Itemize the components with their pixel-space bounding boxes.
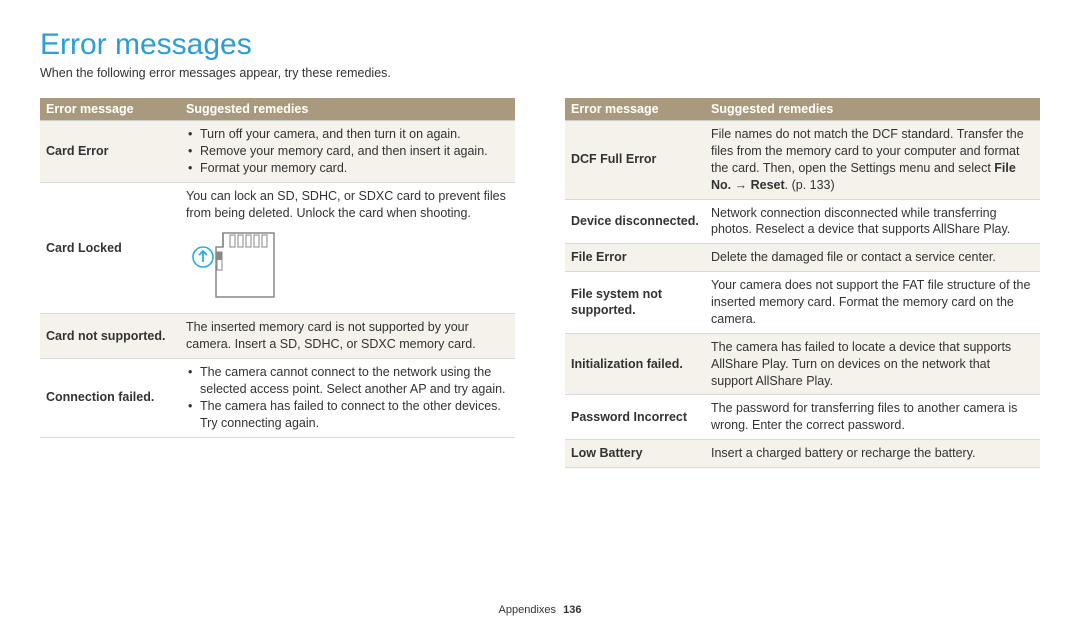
right-table: Error message Suggested remedies DCF Ful… <box>565 98 1040 468</box>
row-content: Insert a charged battery or recharge the… <box>705 440 1040 468</box>
row-label: Connection failed. <box>40 359 180 438</box>
table-row: Card Locked You can lock an SD, SDHC, or… <box>40 182 515 314</box>
row-label: File Error <box>565 244 705 272</box>
row-label: Card Locked <box>40 182 180 314</box>
bullet-item: Turn off your camera, and then turn it o… <box>186 126 509 143</box>
table-row: Card not supported. The inserted memory … <box>40 314 515 359</box>
left-column: Error message Suggested remedies Card Er… <box>40 98 515 468</box>
th-error-message: Error message <box>40 98 180 121</box>
table-row: File Error Delete the damaged file or co… <box>565 244 1040 272</box>
row-label: Initialization failed. <box>565 333 705 395</box>
row-content: You can lock an SD, SDHC, or SDXC card t… <box>180 182 515 314</box>
rich-arrow: → <box>731 178 750 192</box>
row-label: Password Incorrect <box>565 395 705 440</box>
row-content: Your camera does not support the FAT fil… <box>705 272 1040 334</box>
footer-page-number: 136 <box>563 604 581 616</box>
th-suggested-remedies: Suggested remedies <box>705 98 1040 121</box>
content-columns: Error message Suggested remedies Card Er… <box>40 98 1040 468</box>
row-content: Network connection disconnected while tr… <box>705 199 1040 244</box>
table-row: Card Error Turn off your camera, and the… <box>40 121 515 183</box>
table-row: Password Incorrect The password for tran… <box>565 395 1040 440</box>
bullet-item: The camera has failed to connect to the … <box>186 398 509 432</box>
row-label: Card Error <box>40 121 180 183</box>
bullet-item: The camera cannot connect to the network… <box>186 364 509 398</box>
row-label: Device disconnected. <box>565 199 705 244</box>
sd-card-icon <box>188 227 509 308</box>
rich-pre: File names do not match the DCF standard… <box>711 127 1024 175</box>
page-title: Error messages <box>40 28 1040 62</box>
row-label: DCF Full Error <box>565 121 705 200</box>
row-content: The camera cannot connect to the network… <box>180 359 515 438</box>
bullet-item: Format your memory card. <box>186 160 509 177</box>
table-row: Low Battery Insert a charged battery or … <box>565 440 1040 468</box>
row-label: Card not supported. <box>40 314 180 359</box>
row-content: The password for transferring files to a… <box>705 395 1040 440</box>
row-content: Delete the damaged file or contact a ser… <box>705 244 1040 272</box>
rich-post: . (p. 133) <box>785 178 835 192</box>
page-footer: Appendixes 136 <box>0 604 1080 616</box>
row-content: The inserted memory card is not supporte… <box>180 314 515 359</box>
table-row: DCF Full Error File names do not match t… <box>565 121 1040 200</box>
right-column: Error message Suggested remedies DCF Ful… <box>565 98 1040 468</box>
row-label: Low Battery <box>565 440 705 468</box>
row-label: File system not supported. <box>565 272 705 334</box>
row-text: You can lock an SD, SDHC, or SDXC card t… <box>186 189 506 220</box>
table-row: Device disconnected. Network connection … <box>565 199 1040 244</box>
row-content: File names do not match the DCF standard… <box>705 121 1040 200</box>
th-suggested-remedies: Suggested remedies <box>180 98 515 121</box>
table-row: Connection failed. The camera cannot con… <box>40 359 515 438</box>
row-content: Turn off your camera, and then turn it o… <box>180 121 515 183</box>
table-row: File system not supported. Your camera d… <box>565 272 1040 334</box>
table-row: Initialization failed. The camera has fa… <box>565 333 1040 395</box>
footer-section: Appendixes <box>499 604 557 616</box>
row-content: The camera has failed to locate a device… <box>705 333 1040 395</box>
left-table: Error message Suggested remedies Card Er… <box>40 98 515 438</box>
bullet-item: Remove your memory card, and then insert… <box>186 143 509 160</box>
page-subtitle: When the following error messages appear… <box>40 66 1040 80</box>
th-error-message: Error message <box>565 98 705 121</box>
rich-bold: Reset <box>751 178 785 192</box>
